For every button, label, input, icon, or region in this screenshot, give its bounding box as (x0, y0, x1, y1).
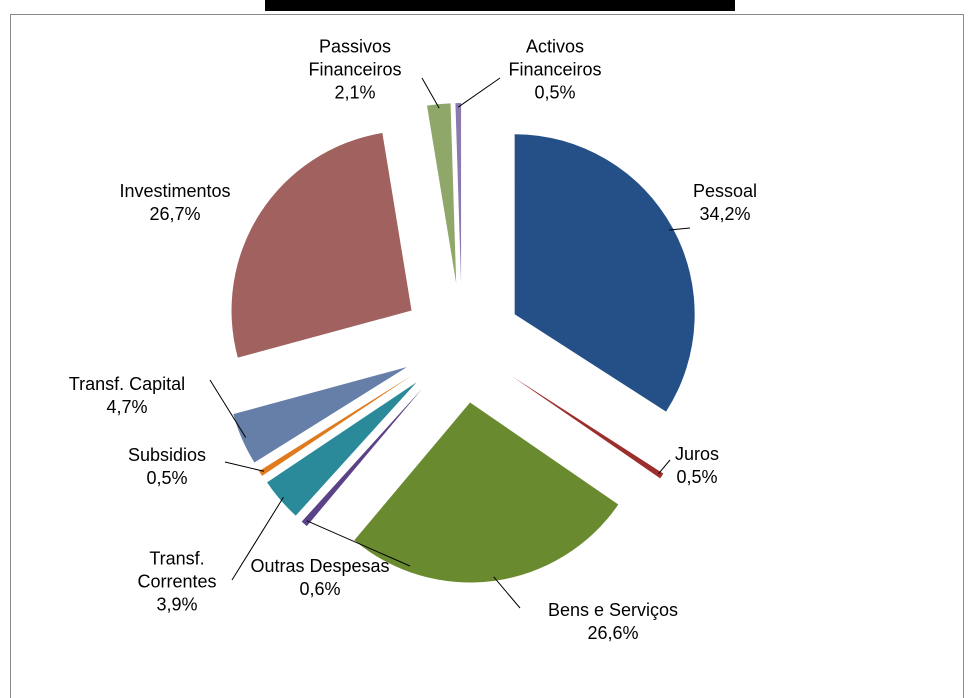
slice-label: Investimentos 26,7% (95, 180, 255, 226)
leader-line (306, 520, 411, 567)
pie-slice (231, 132, 412, 358)
category-label: Outras Despesas (250, 556, 390, 576)
pie-slice (514, 134, 695, 412)
value-label: 0,6% (299, 579, 341, 599)
leader-line (493, 576, 521, 609)
pie-slice (301, 388, 423, 527)
value-label: 0,5% (534, 82, 576, 103)
pie-slice (267, 382, 417, 516)
chart-frame (10, 14, 964, 698)
category-label: Activos Financeiros (508, 36, 602, 80)
category-label: Subsidios (127, 445, 207, 465)
category-label: Passivos Financeiros (308, 36, 402, 80)
pie-slice (259, 375, 412, 476)
category-label: Investimentos (119, 181, 231, 201)
category-label: Transf. Capital (68, 374, 186, 394)
value-label: 2,1% (334, 82, 376, 103)
value-label: 0,5% (146, 468, 188, 488)
value-label: 0,5% (676, 467, 718, 487)
leader-line (231, 497, 284, 581)
leader-line (224, 461, 265, 472)
slice-label: Passivos Financeiros 2,1% (305, 36, 405, 105)
value-label: 26,6% (587, 623, 639, 643)
pie-slice (455, 103, 462, 284)
leader-line (658, 459, 671, 475)
slice-label: Activos Financeiros 0,5% (500, 36, 610, 105)
slice-label: Bens e Serviços 26,6% (538, 599, 688, 645)
leader-line (669, 227, 691, 231)
pie-slice (233, 367, 408, 463)
title-bar (265, 0, 735, 11)
slice-label: Outras Despesas 0,6% (230, 555, 410, 601)
value-label: 34,2% (699, 204, 751, 224)
category-label: Transf. Correntes (137, 548, 217, 592)
leader-line (421, 77, 440, 109)
slice-label: Subsidios 0,5% (117, 444, 217, 490)
category-label: Juros (674, 444, 719, 464)
value-label: 26,7% (149, 204, 201, 224)
value-label: 4,7% (106, 397, 148, 417)
pie-slice (426, 103, 457, 284)
pie-slice (511, 376, 664, 479)
slice-label: Pessoal 34,2% (665, 180, 785, 226)
slice-label: Transf. Correntes 3,9% (127, 548, 227, 617)
category-label: Pessoal (692, 181, 758, 201)
slice-label: Transf. Capital 4,7% (42, 373, 212, 419)
value-label: 3,9% (156, 594, 198, 615)
leader-line (209, 379, 247, 438)
category-label: Bens e Serviços (547, 600, 679, 620)
slice-label: Juros 0,5% (657, 443, 737, 489)
pie-slice (354, 402, 619, 583)
leader-line (458, 77, 501, 108)
